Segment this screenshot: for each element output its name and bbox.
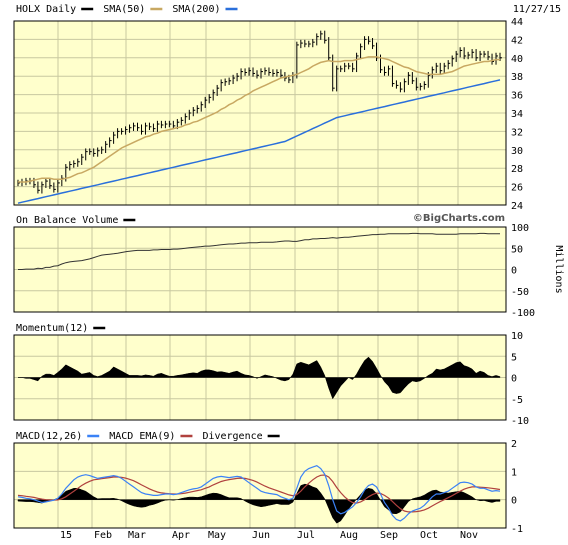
price-ytick-40: 40 [511,54,523,65]
obv-ylabel: Millions [553,245,564,293]
momentum-ytick-5: 5 [511,352,517,363]
macd-border [13,442,507,529]
macd-legend-1: MACD EMA(9) [109,431,175,442]
x-tick-label-4: May [208,530,226,541]
sma50-line [18,56,500,183]
price-ytick-42: 42 [511,35,523,46]
panel-macd: -1 0 1 2 [13,439,523,535]
momentum-legend-0: Momentum(12) [16,323,88,334]
x-tick-label-10: Nov [460,530,478,541]
price-ytick-26: 26 [511,183,523,194]
divergence-area [17,483,501,524]
x-tick-label-9: Oct [420,530,438,541]
macd-legend-2: Divergence [202,431,262,442]
x-tick-label-2: Mar [128,530,146,541]
obv-ytick-0: 0 [511,266,517,277]
macd-line [17,465,501,522]
x-tick-label-6: Jul [297,530,315,541]
x-tick-label-1: Feb [94,530,112,541]
price-bars [17,30,502,194]
price-legend-2: SMA(200) [172,4,220,15]
panels: 2426283032343638404244-100-50050100Milli… [13,17,564,535]
x-tick-label-7: Aug [340,530,358,541]
price-ytick-36: 36 [511,91,523,102]
macd-ytick-2: 2 [511,439,517,450]
momentum-ytick-10: 10 [511,331,523,342]
obv-border [13,226,507,313]
obv-line [18,232,500,270]
date-label: 11/27/15 [513,4,561,15]
panel-price: 24 26 28 30 32 34 36 38 40 42 44 [13,17,523,212]
macd-ytick--1: -1 [511,524,523,535]
macd-ema-line [17,474,501,513]
macd-legend-0: MACD(12,26) [16,431,82,442]
x-tick-label-0: 15 [60,530,72,541]
obv-ytick-50: 50 [511,244,523,255]
macd-ytick-0: 0 [511,496,517,507]
x-tick-label-5: Jun [252,530,270,541]
momentum-border [13,334,507,421]
price-border [13,20,507,206]
price-ytick-38: 38 [511,72,523,83]
price-ytick-24: 24 [511,201,523,212]
price-ytick-28: 28 [511,164,523,175]
price-ytick-44: 44 [511,17,523,28]
momentum-ytick--5: -5 [511,395,523,406]
x-axis: 15 Feb Mar Apr May Jun Jul Aug Sep Oct Nov [60,530,478,541]
obv-ytick-100: 100 [511,223,529,234]
panel-obv: -100 -50 0 50 100 Millions [13,223,564,319]
price-ytick-34: 34 [511,109,523,120]
obv-legend-0: On Balance Volume [16,215,118,226]
sma200-line [17,79,501,204]
panel-momentum: -10 -5 0 5 10 [13,331,529,427]
obv-ytick--50: -50 [511,287,529,298]
legends: HOLX Daily SMA(50) SMA(200) On Balance Volu… [16,4,280,442]
price-ytick-30: 30 [511,146,523,157]
momentum-area [18,356,501,400]
momentum-ytick-0: 0 [511,374,517,385]
price-legend-0: HOLX Daily [16,4,76,15]
x-tick-label-8: Sep [380,530,398,541]
obv-ytick--100: -100 [511,308,535,319]
x-tick-label-3: Apr [172,530,190,541]
price-ytick-32: 32 [511,127,523,138]
price-legend-1: SMA(50) [103,4,145,15]
watermark: ©BigCharts.com [413,213,505,224]
macd-ytick-1: 1 [511,467,517,478]
macd-background [14,443,506,528]
momentum-ytick--10: -10 [511,416,529,427]
